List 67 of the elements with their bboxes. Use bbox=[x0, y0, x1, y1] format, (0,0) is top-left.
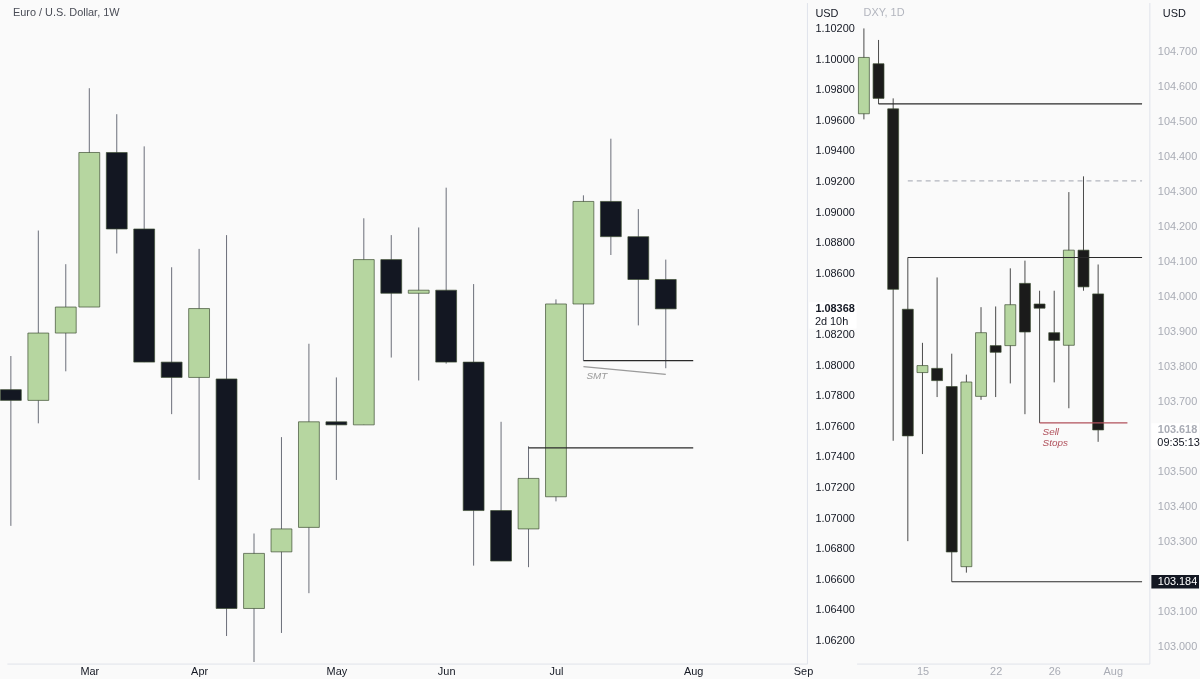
x-tick-label: 26 bbox=[1048, 664, 1061, 677]
y-axis-title: USD bbox=[815, 6, 839, 19]
y-tick-label: 1.06800 bbox=[815, 542, 855, 555]
candlestick bbox=[989, 305, 1002, 398]
y-tick-label: 1.10200 bbox=[815, 22, 855, 35]
y-tick-label: 1.09000 bbox=[815, 205, 855, 218]
series-label: Sell Stops bbox=[1042, 425, 1068, 448]
y-tick-label: 103.900 bbox=[1157, 324, 1198, 337]
candlestick bbox=[931, 276, 943, 398]
y-tick-label: 1.09800 bbox=[815, 83, 855, 96]
x-tick-label: 15 bbox=[916, 664, 930, 677]
candlestick bbox=[1033, 290, 1046, 424]
x-tick-label: Jun bbox=[437, 664, 456, 677]
y-tick-label: 103.800 bbox=[1157, 359, 1198, 372]
y-tick-label: 1.09600 bbox=[815, 113, 855, 126]
y-tick-label: 104.100 bbox=[1157, 254, 1198, 267]
y-axis-title: USD bbox=[1162, 6, 1186, 19]
y-tick-label: 103.184 bbox=[1157, 575, 1198, 588]
candlestick bbox=[916, 342, 929, 455]
x-tick-label: Sep bbox=[793, 664, 814, 677]
y-tick-label: 1.08368 bbox=[815, 302, 855, 315]
y-tick-label: 1.07000 bbox=[815, 511, 855, 524]
x-tick-label: Apr bbox=[191, 664, 209, 677]
x-tick-label: Mar bbox=[80, 664, 100, 677]
candlestick bbox=[407, 226, 430, 381]
y-tick-label: 1.09200 bbox=[815, 175, 855, 188]
y-tick-label: 104.400 bbox=[1157, 149, 1198, 162]
x-tick-label: 22 bbox=[990, 664, 1003, 677]
y-tick-label: 1.08800 bbox=[815, 236, 855, 249]
y-tick-label: 103.000 bbox=[1157, 639, 1198, 652]
y-tick-label: 103.400 bbox=[1157, 499, 1198, 512]
candlestick bbox=[325, 376, 348, 481]
candlestick bbox=[270, 436, 293, 634]
y-tick-label: 1.06400 bbox=[815, 603, 855, 616]
text: 09:35:13 bbox=[1157, 435, 1200, 448]
x-tick-label: Aug bbox=[1103, 664, 1123, 677]
y-tick-label: 1.07200 bbox=[815, 481, 855, 494]
candlestick bbox=[1048, 290, 1061, 383]
x-tick-label: Jul bbox=[549, 664, 564, 677]
series-label: SMT bbox=[586, 369, 609, 381]
y-tick-label: 103.100 bbox=[1157, 604, 1198, 617]
y-tick-label: 1.08200 bbox=[815, 328, 855, 341]
y-tick-label: 104.500 bbox=[1157, 114, 1198, 127]
y-tick-label: 103.700 bbox=[1157, 394, 1198, 407]
y-tick-label: 103.300 bbox=[1157, 534, 1198, 547]
y-tick-label: 103.618 bbox=[1157, 423, 1198, 436]
y-tick-label: 104.000 bbox=[1157, 289, 1198, 302]
y-tick-label: 104.600 bbox=[1157, 79, 1198, 92]
x-tick-label: Aug bbox=[684, 664, 704, 677]
y-tick-label: 103.500 bbox=[1157, 464, 1198, 477]
y-tick-label: 1.10000 bbox=[815, 52, 855, 65]
y-tick-label: 1.07600 bbox=[815, 419, 855, 432]
chart-title: Euro / U.S. Dollar, 1W bbox=[12, 6, 121, 19]
y-tick-label: 1.08600 bbox=[815, 266, 855, 279]
y-tick-label: 1.06200 bbox=[815, 634, 855, 647]
candlestick bbox=[160, 266, 183, 415]
y-tick-label: 104.200 bbox=[1157, 219, 1198, 232]
y-tick-label: 1.07400 bbox=[815, 450, 855, 463]
y-tick-label: 104.300 bbox=[1157, 184, 1198, 197]
y-tick-label: 1.09400 bbox=[815, 144, 855, 157]
y-tick-label: 104.700 bbox=[1157, 44, 1198, 57]
y-tick-label: 1.08000 bbox=[815, 358, 855, 371]
text: 2d 10h bbox=[814, 314, 849, 327]
chart-title: DXY, 1D bbox=[863, 6, 905, 19]
y-tick-label: 1.07800 bbox=[815, 389, 855, 402]
x-tick-label: May bbox=[326, 664, 348, 677]
y-tick-label: 1.06600 bbox=[815, 572, 855, 585]
